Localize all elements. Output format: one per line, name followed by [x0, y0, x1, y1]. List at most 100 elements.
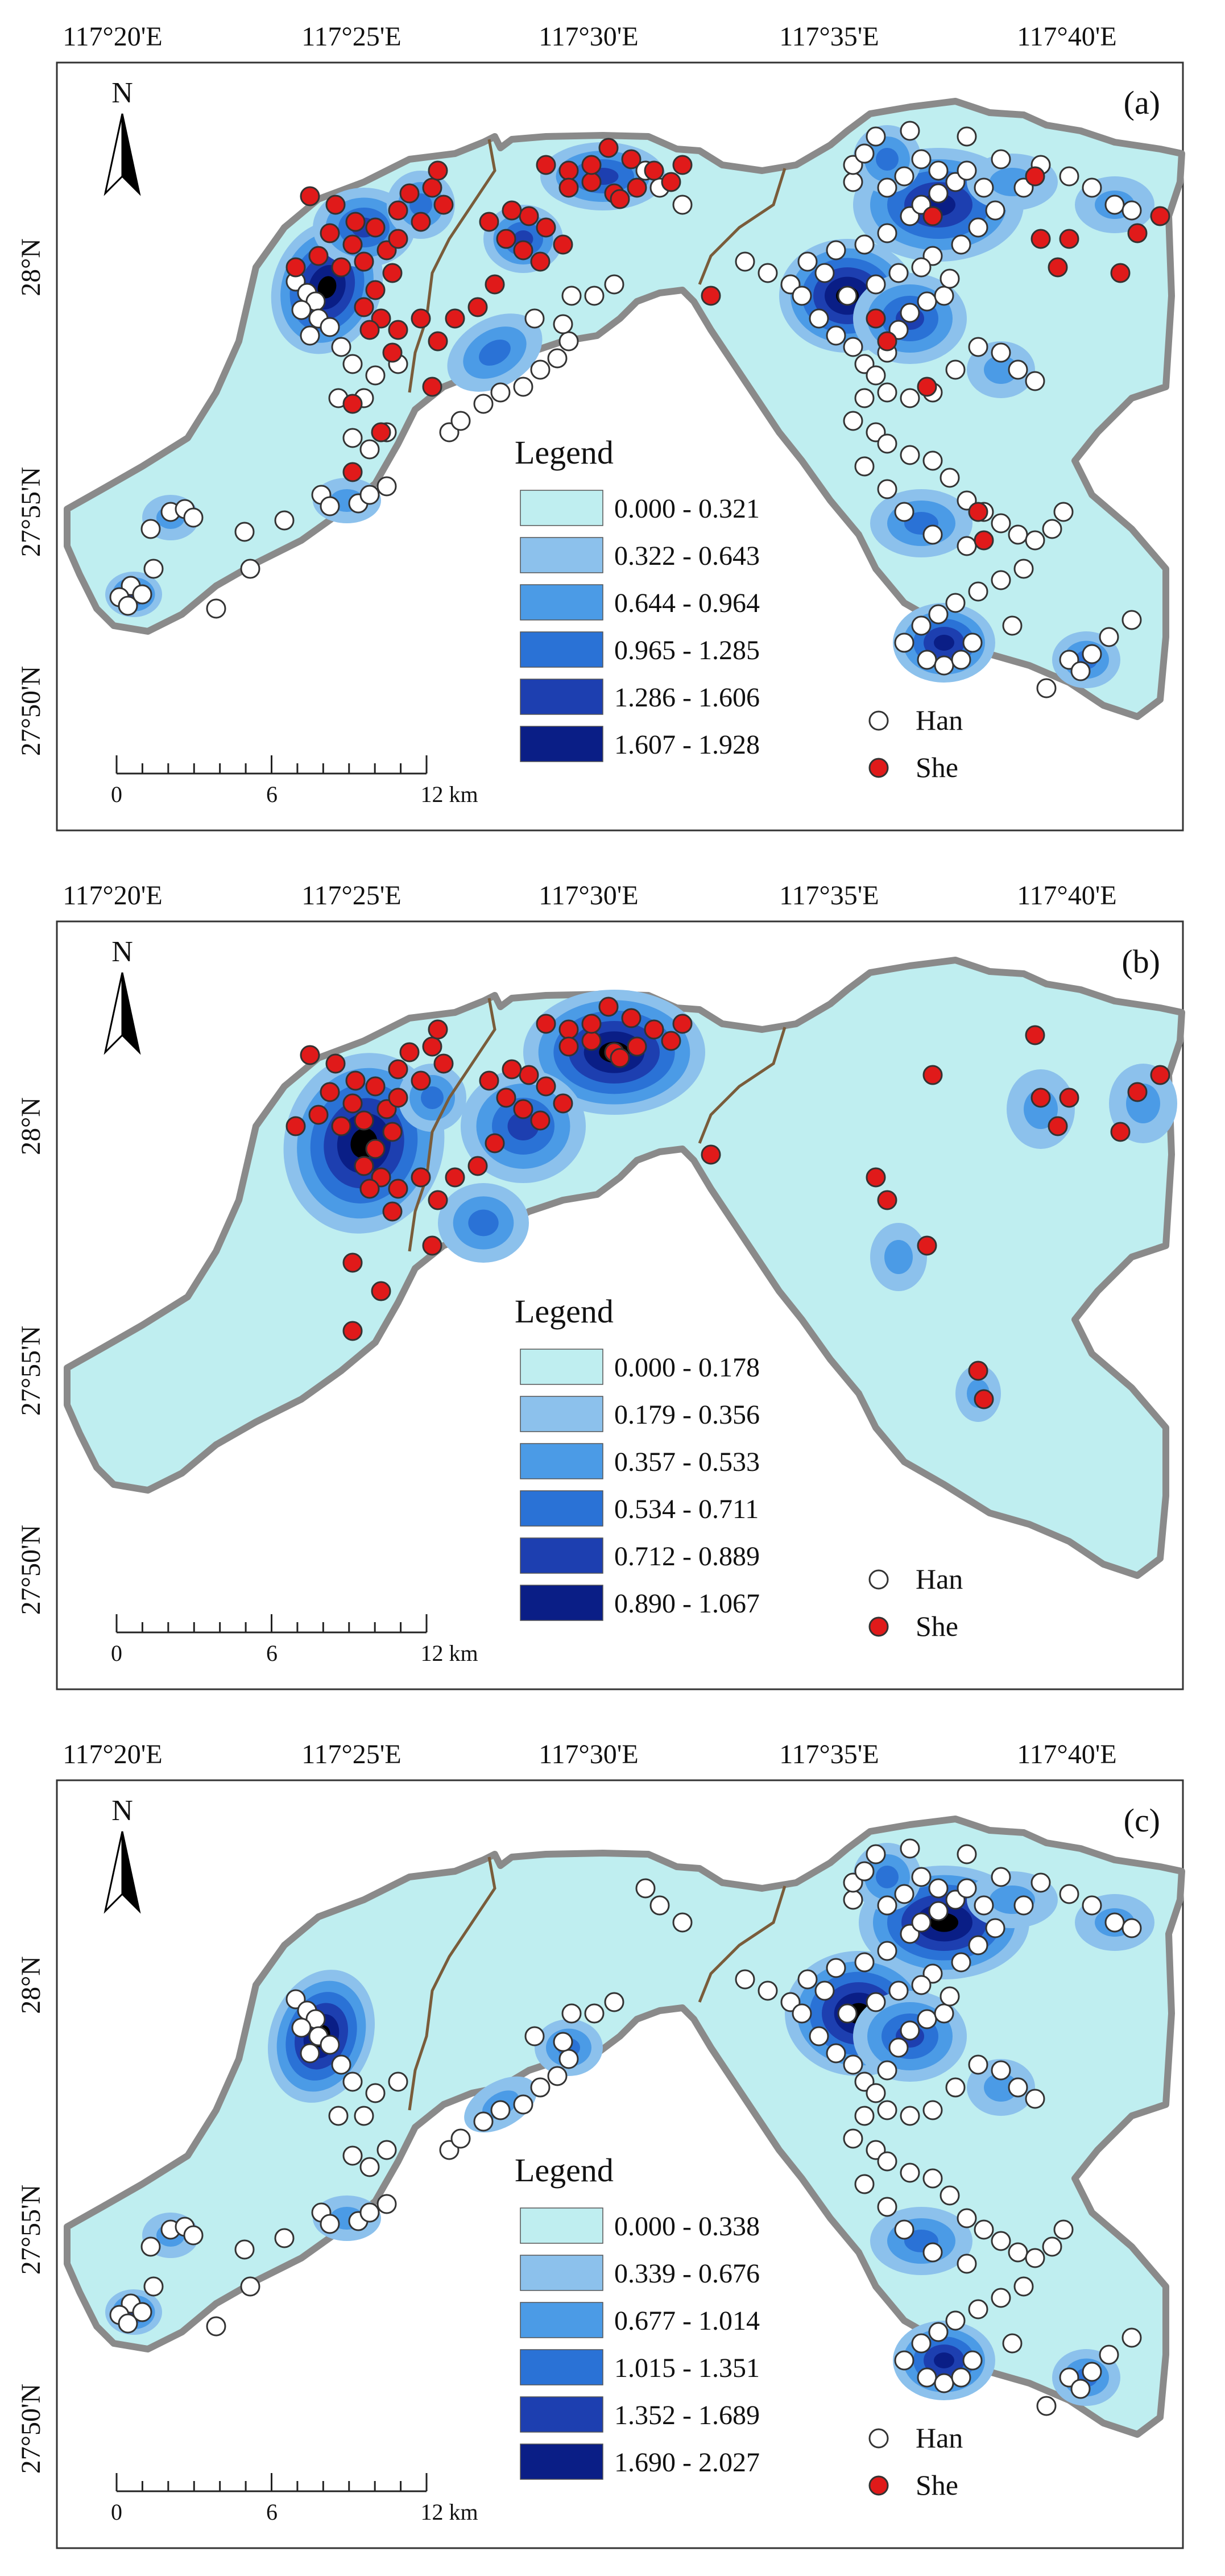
han-village-point: [1059, 166, 1079, 187]
han-village-point: [1059, 1884, 1079, 1904]
legend-han-symbol: [868, 710, 889, 731]
legend-range-label: 0.179 - 0.356: [614, 1400, 760, 1430]
she-village-point: [359, 1179, 380, 1199]
han-village-point: [561, 2003, 582, 2024]
axis-top-label: 117°40'E: [1017, 880, 1116, 911]
han-village-point: [513, 377, 533, 397]
han-village-point: [985, 1918, 1005, 1938]
han-village-point: [894, 1884, 914, 1904]
she-village-point: [382, 1201, 403, 1222]
han-village-point: [940, 1986, 960, 2007]
han-village-point: [854, 2106, 875, 2126]
han-village-point: [1121, 1918, 1142, 1938]
legend-swatch: [520, 1349, 603, 1385]
han-village-point: [968, 1935, 988, 1955]
han-village-point: [968, 2299, 988, 2319]
han-village-point: [814, 263, 835, 283]
map-frame: [56, 1779, 1184, 2549]
axis-left-label-group: 28°N: [16, 1956, 46, 2014]
han-village-point: [991, 2231, 1011, 2251]
han-village-point: [991, 513, 1011, 534]
north-label: N: [111, 77, 133, 109]
han-village-point: [974, 1895, 994, 1916]
north-label: N: [111, 936, 133, 968]
axis-top-label: 117°20'E: [63, 880, 162, 911]
han-village-point: [359, 439, 380, 460]
han-village-point: [473, 2111, 494, 2132]
han-village-point: [359, 2157, 380, 2177]
han-village-point: [809, 308, 829, 329]
han-village-point: [1104, 195, 1125, 215]
han-village-point: [365, 2083, 386, 2103]
she-village-point: [354, 251, 374, 272]
she-village-point: [285, 1116, 306, 1136]
she-village-point: [433, 195, 454, 215]
legend-swatch: [520, 631, 603, 668]
han-village-point: [809, 2026, 829, 2046]
han-village-point: [911, 1975, 932, 1995]
legend-swatch: [520, 1490, 603, 1527]
han-village-point: [917, 2009, 937, 2029]
she-village-point: [365, 217, 386, 238]
han-village-point: [132, 2302, 152, 2322]
she-village-point: [342, 1321, 363, 1341]
district-boundary: [408, 998, 496, 1252]
legend-swatch: [520, 490, 603, 526]
han-village-point: [928, 160, 949, 181]
legend-range-label: 0.000 - 0.178: [614, 1353, 760, 1383]
north-arrow-left: [104, 1831, 123, 1914]
she-village-point: [974, 1389, 994, 1409]
han-village-point: [866, 274, 886, 295]
han-village-point: [735, 1969, 755, 1990]
she-village-point: [502, 1059, 522, 1080]
han-village-point: [342, 354, 363, 374]
han-village-point: [342, 2145, 363, 2166]
she-village-point: [701, 1144, 721, 1165]
han-village-point: [450, 2128, 471, 2149]
han-village-point: [826, 325, 846, 346]
axis-top-label: 117°30'E: [539, 880, 638, 911]
han-village-point: [331, 337, 351, 357]
scale-label-0: 0: [111, 2499, 122, 2525]
axis-top-label: 117°25'E: [301, 1739, 401, 1769]
axis-left-label: 27°55'N: [16, 1326, 46, 1416]
she-village-point: [285, 257, 306, 278]
legend-han-label: Han: [916, 704, 963, 736]
han-village-point: [917, 2367, 937, 2388]
axis-left-label: 27°55'N: [16, 2185, 46, 2275]
han-village-point: [854, 456, 875, 477]
han-village-point: [934, 2373, 954, 2393]
density-zone: [421, 1086, 444, 1109]
north-arrow-right: [121, 972, 141, 1055]
she-village-point: [701, 286, 721, 306]
she-village-point: [428, 1019, 448, 1040]
han-village-point: [118, 596, 138, 616]
han-village-point: [206, 2316, 226, 2337]
han-village-point: [854, 1952, 875, 1973]
han-village-point: [1082, 1895, 1102, 1916]
settlement-points: [109, 121, 1170, 698]
han-village-point: [826, 1958, 846, 1978]
han-village-point: [900, 388, 920, 408]
han-village-point: [240, 559, 260, 579]
han-village-point: [951, 1952, 971, 1973]
han-village-point: [473, 394, 494, 414]
han-village-point: [991, 1867, 1011, 1887]
scale-label-0: 0: [111, 1640, 122, 1666]
she-village-point: [422, 177, 442, 198]
scale-label-12: 12 km: [420, 1640, 478, 1666]
she-village-point: [968, 1361, 988, 1381]
she-village-point: [922, 1065, 943, 1085]
han-village-point: [558, 331, 579, 352]
scale-label-6: 6: [266, 1640, 278, 1666]
legend-title: Legend: [515, 2152, 614, 2189]
han-village-point: [274, 2228, 295, 2248]
legend-range-label: 0.890 - 1.067: [614, 1589, 760, 1619]
legend-she-label: She: [916, 2469, 958, 2501]
she-village-point: [388, 320, 408, 340]
legend-range-label: 1.015 - 1.351: [614, 2353, 760, 2383]
han-village-point: [635, 1878, 656, 1899]
she-village-point: [365, 1139, 386, 1159]
han-village-point: [320, 2035, 340, 2055]
